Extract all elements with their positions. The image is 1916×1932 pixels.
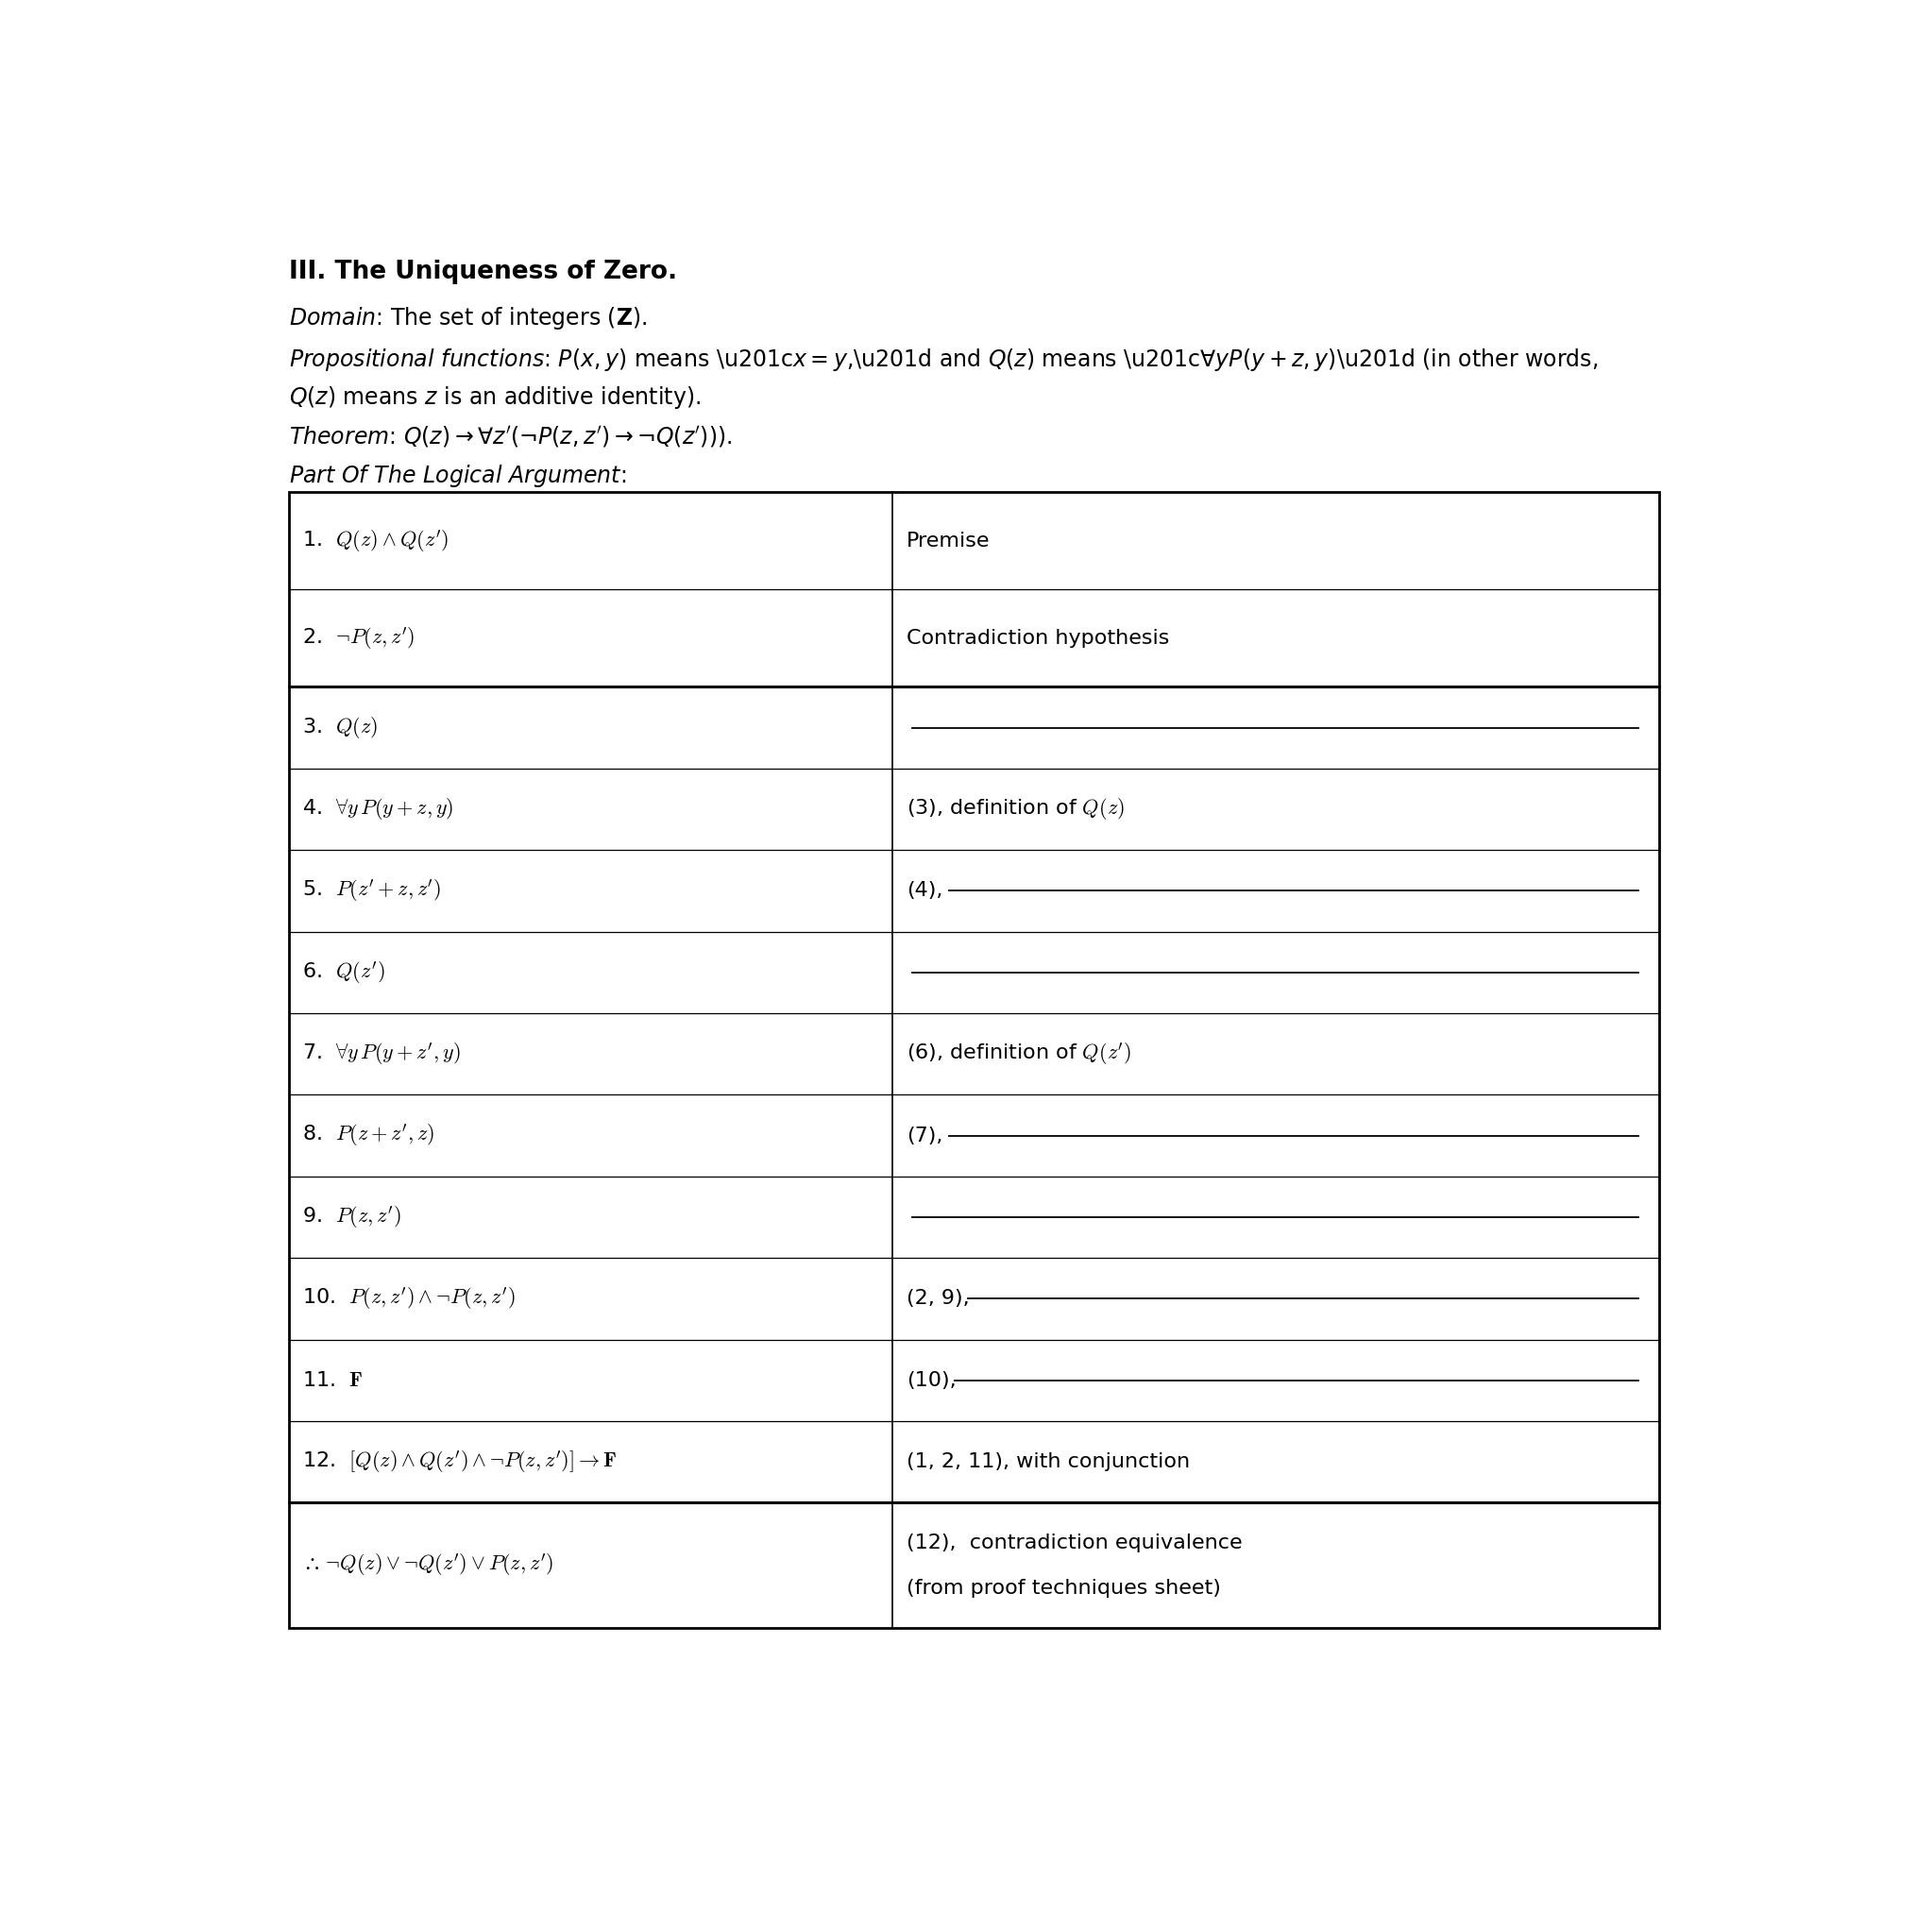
Text: (10),: (10), (906, 1372, 956, 1389)
Text: $\mathit{Theorem}$: $Q(z) \rightarrow \forall z'(\neg P(z, z') \rightarrow \neg : $\mathit{Theorem}$: $Q(z) \rightarrow \f… (289, 425, 732, 450)
Text: (4),: (4), (906, 881, 943, 900)
Text: 2.  $\neg P(z, z')$: 2. $\neg P(z, z')$ (303, 626, 416, 651)
Text: $Q(z)$ means $z$ is an additive identity).: $Q(z)$ means $z$ is an additive identity… (289, 384, 701, 412)
Text: 10.  $P(z, z') \wedge \neg P(z, z')$: 10. $P(z, z') \wedge \neg P(z, z')$ (303, 1285, 515, 1312)
Text: 7.  $\forall y\,P(y + z', y)$: 7. $\forall y\,P(y + z', y)$ (303, 1041, 460, 1066)
Text: (2, 9),: (2, 9), (906, 1289, 969, 1308)
Text: $\mathit{Part\ Of\ The\ Logical\ Argument}$:: $\mathit{Part\ Of\ The\ Logical\ Argumen… (289, 464, 627, 489)
Text: (12),  contradiction equivalence: (12), contradiction equivalence (906, 1534, 1242, 1551)
Text: $\mathit{Domain}$: The set of integers ($\mathbf{Z}$).: $\mathit{Domain}$: The set of integers (… (289, 305, 648, 330)
Text: (6), definition of $Q(z')$: (6), definition of $Q(z')$ (906, 1041, 1132, 1066)
Text: 6.  $Q(z')$: 6. $Q(z')$ (303, 960, 385, 985)
Text: $\therefore\, \neg Q(z) \vee \neg Q(z') \vee P(z, z')$: $\therefore\, \neg Q(z) \vee \neg Q(z') … (303, 1551, 554, 1578)
Text: 5.  $P(z' + z, z')$: 5. $P(z' + z, z')$ (303, 877, 441, 904)
Text: (3), definition of $Q(z)$: (3), definition of $Q(z)$ (906, 796, 1125, 821)
Text: 9.  $P(z, z')$: 9. $P(z, z')$ (303, 1204, 400, 1231)
Text: (from proof techniques sheet): (from proof techniques sheet) (906, 1578, 1220, 1598)
Text: (7),: (7), (906, 1126, 943, 1146)
Text: $\mathit{Propositional\ functions}$: $P(x, y)$ means \u201c$x = y$,\u201d and $Q: $\mathit{Propositional\ functions}$: $P(… (289, 346, 1598, 373)
Text: III. The Uniqueness of Zero.: III. The Uniqueness of Zero. (289, 259, 678, 284)
Text: (1, 2, 11), with conjunction: (1, 2, 11), with conjunction (906, 1453, 1190, 1472)
Text: Premise: Premise (906, 531, 991, 551)
Text: 11.  $\mathbf{F}$: 11. $\mathbf{F}$ (303, 1372, 364, 1389)
Text: 4.  $\forall y\,P(y + z, y)$: 4. $\forall y\,P(y + z, y)$ (303, 796, 454, 821)
Text: 3.  $Q(z)$: 3. $Q(z)$ (303, 715, 377, 740)
Text: Contradiction hypothesis: Contradiction hypothesis (906, 628, 1169, 647)
Text: 8.  $P(z + z', z)$: 8. $P(z + z', z)$ (303, 1122, 435, 1150)
Bar (289, 493, 1659, 1629)
Text: 12.  $[Q(z) \wedge Q(z') \wedge \neg P(z, z')] \rightarrow \mathbf{F}$: 12. $[Q(z) \wedge Q(z') \wedge \neg P(z,… (303, 1449, 617, 1474)
Text: 1.  $Q(z) \wedge Q(z')$: 1. $Q(z) \wedge Q(z')$ (303, 527, 448, 554)
